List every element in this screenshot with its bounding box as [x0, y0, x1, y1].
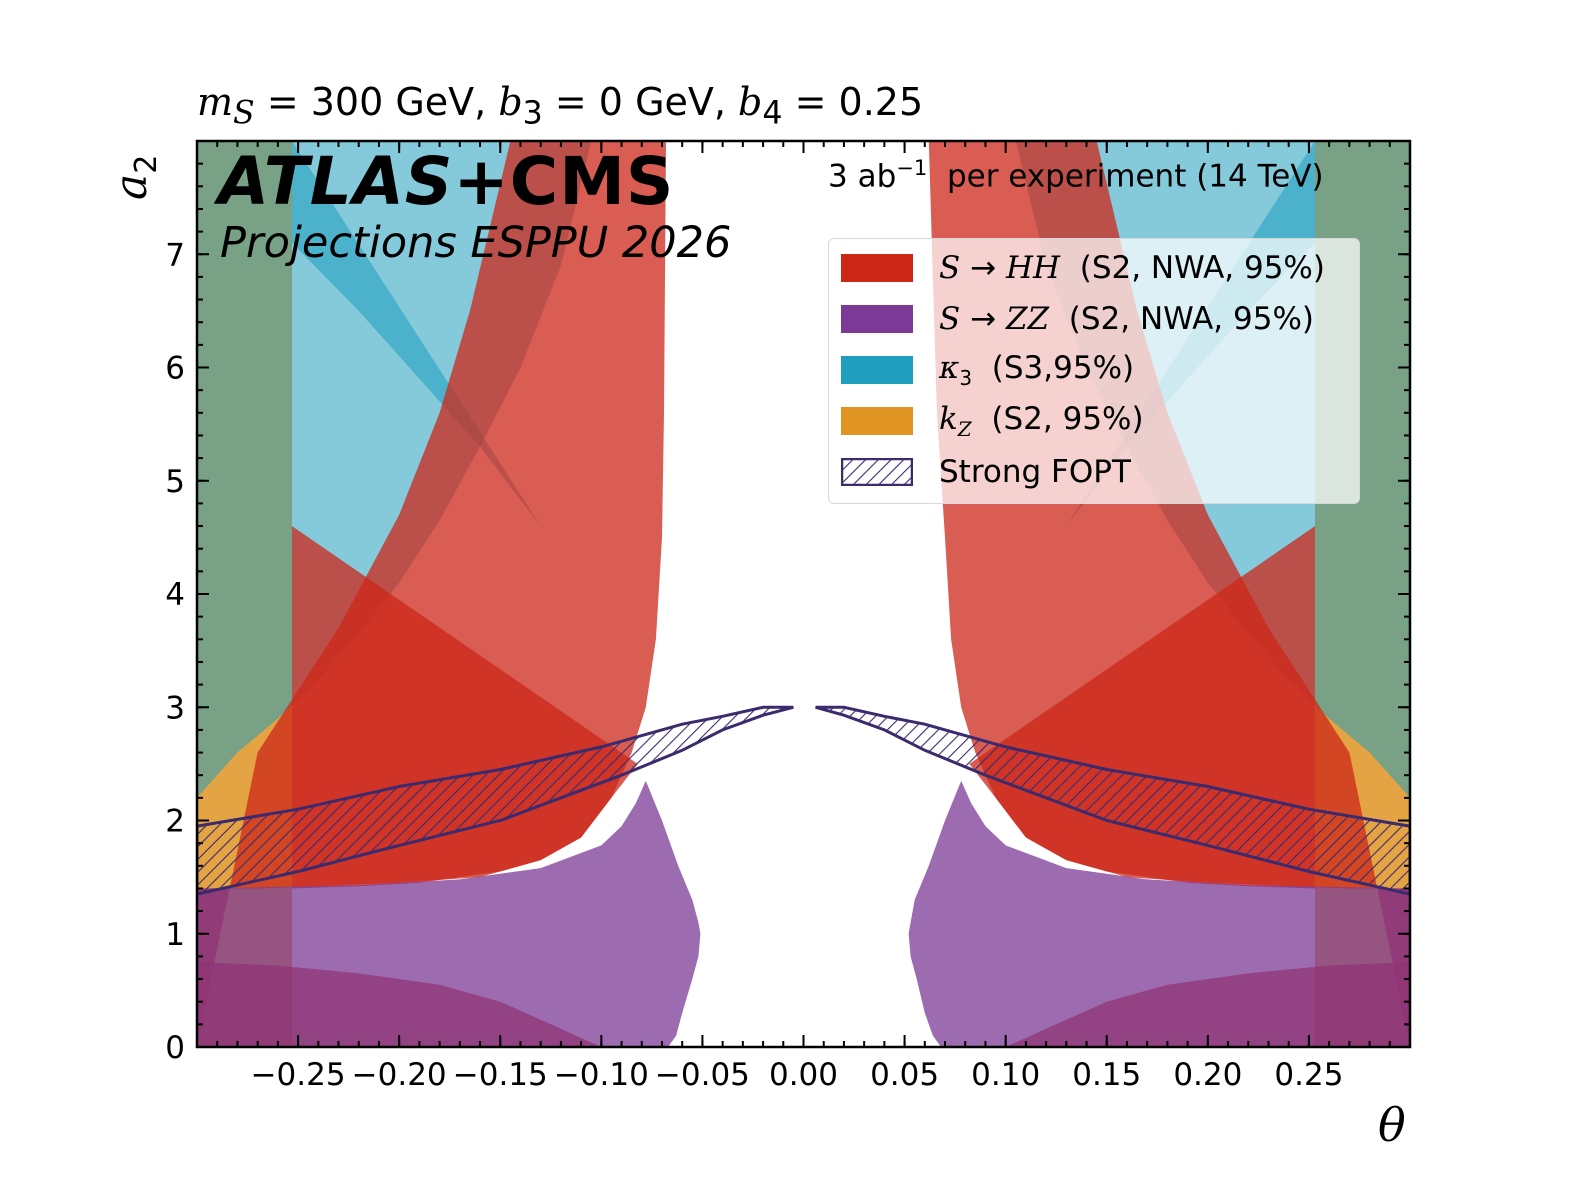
x-tick-label: −0.15: [453, 1057, 548, 1093]
projection-label: Projections ESPPU 2026: [220, 218, 732, 268]
legend-swatch-kz: [841, 407, 913, 435]
legend-label-zz: S → ZZ (S2, NWA, 95%): [939, 301, 1314, 337]
x-tick-label: 0.20: [1173, 1057, 1242, 1093]
legend-swatch-zz: [841, 305, 913, 333]
region-series-3-0: [197, 780, 701, 1047]
plot-title: mS = 300 GeV, b3 = 0 GeV, b4 = 0.25: [197, 80, 924, 132]
legend-label-hh: S → HH (S2, NWA, 95%): [939, 250, 1325, 286]
luminosity-label: 3 ab−1 per experiment (14 TeV): [828, 156, 1324, 195]
legend-label-kappa3: κ3 (S3,95%): [939, 349, 1135, 391]
x-tick-label: −0.25: [251, 1057, 346, 1093]
legend: S → HH (S2, NWA, 95%) S → ZZ (S2, NWA, 9…: [828, 238, 1360, 504]
y-tick-label: 2: [165, 804, 185, 840]
legend-item-fopt: Strong FOPT: [841, 451, 1131, 493]
x-tick-label: −0.05: [655, 1057, 750, 1093]
x-tick-label: 0.15: [1072, 1057, 1141, 1093]
legend-item-hh: S → HH (S2, NWA, 95%): [841, 247, 1325, 289]
y-tick-label: 0: [165, 1030, 185, 1066]
legend-item-zz: S → ZZ (S2, NWA, 95%): [841, 298, 1314, 340]
y-tick-label: 4: [165, 577, 185, 613]
x-tick-label: −0.20: [352, 1057, 447, 1093]
x-axis-label: θ: [1378, 1098, 1406, 1152]
y-axis-label: a2: [106, 154, 164, 200]
x-tick-label: 0.25: [1274, 1057, 1343, 1093]
x-tick-label: 0.05: [870, 1057, 939, 1093]
x-tick-label: 0.10: [971, 1057, 1040, 1093]
legend-item-kz: kZ (S2, 95%): [841, 400, 1144, 442]
region-series-3-1: [908, 780, 1410, 1047]
y-tick-label: 7: [165, 237, 185, 273]
legend-label-fopt: Strong FOPT: [939, 454, 1131, 490]
y-tick-label: 5: [165, 464, 185, 500]
legend-item-kappa3: κ3 (S3,95%): [841, 349, 1134, 391]
region-series-4-1: [815, 705, 1410, 896]
x-tick-label: −0.10: [554, 1057, 649, 1093]
legend-swatch-fopt: [841, 458, 913, 486]
y-tick-label: 6: [165, 351, 185, 387]
region-series-4-0: [197, 705, 794, 896]
y-tick-label: 3: [165, 690, 185, 726]
legend-swatch-kappa3: [841, 356, 913, 384]
region-series-1-2: [292, 141, 541, 527]
x-tick-label: 0.00: [769, 1057, 838, 1093]
legend-swatch-hh: [841, 254, 913, 282]
legend-label-kz: kZ (S2, 95%): [939, 400, 1144, 442]
axis-ticks: −0.25 −0.20 −0.15 −0.10 −0.05 0.00 0.05 0.10 0.1…: [165, 140, 1411, 1093]
experiment-label: ATLAS+CMS: [218, 143, 675, 220]
y-tick-label: 1: [165, 917, 185, 953]
